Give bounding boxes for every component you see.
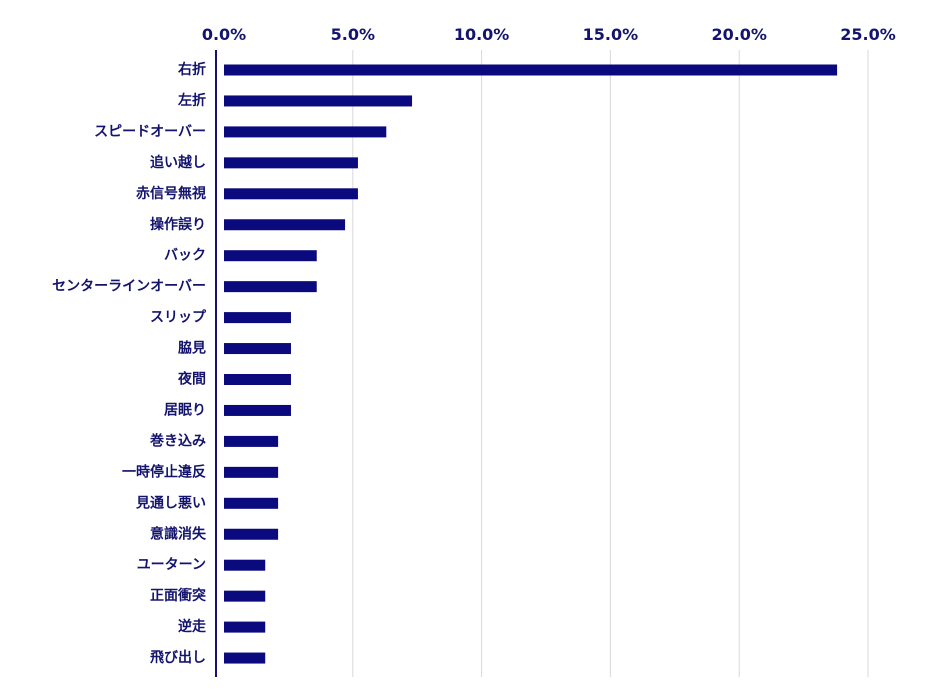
- category-label: スリップ: [150, 310, 207, 326]
- category-label: 飛び出し: [149, 649, 206, 666]
- category-label: 右折: [177, 61, 206, 78]
- category-label: 追い越し: [150, 154, 206, 171]
- category-label: 正面衝突: [150, 587, 206, 604]
- category-label: ユーターン: [137, 557, 206, 573]
- category-label: 居眠り: [164, 402, 206, 418]
- bar: [224, 219, 346, 231]
- bar: [224, 559, 266, 571]
- category-label: センターラインオーバー: [52, 279, 206, 295]
- x-tick-label: 15.0%: [583, 25, 639, 44]
- x-axis-ticks: 0.0% 5.0% 10.0% 15.0% 20.0% 25.0%: [202, 25, 896, 44]
- category-label: 左折: [177, 92, 206, 109]
- bar: [224, 374, 291, 385]
- x-tick-label: 5.0%: [331, 25, 375, 44]
- bar: [224, 343, 291, 355]
- category-label: スピードオーバー: [94, 124, 206, 140]
- bar: [224, 590, 266, 602]
- category-label: 一時停止違反: [122, 463, 206, 480]
- bar: [224, 95, 413, 107]
- category-label: 逆走: [178, 618, 207, 635]
- category-label: 見通し悪い: [135, 495, 206, 511]
- x-tick-label: 0.0%: [202, 25, 246, 44]
- bar: [224, 652, 266, 664]
- category-label: 脇見: [178, 340, 206, 357]
- bar: [224, 528, 279, 540]
- bar: [224, 466, 279, 478]
- category-label: 赤信号無視: [136, 185, 206, 202]
- bar: [224, 126, 387, 138]
- bar: [224, 157, 358, 169]
- gridlines: [352, 50, 869, 677]
- bar: [224, 250, 317, 262]
- bar: [224, 621, 266, 633]
- x-tick-label: 10.0%: [454, 25, 510, 44]
- bar: [224, 435, 279, 447]
- category-label: 操作誤り: [150, 216, 206, 233]
- category-label: 巻き込み: [150, 432, 206, 449]
- bar: [224, 64, 838, 76]
- bar: [224, 497, 279, 509]
- bar: [224, 312, 291, 324]
- category-label: バック: [164, 248, 206, 264]
- category-label: 意識消失: [150, 525, 207, 542]
- bar: [224, 188, 358, 200]
- bars: [224, 64, 838, 664]
- bar: [224, 404, 291, 416]
- category-label: 夜間: [177, 371, 206, 388]
- x-tick-label: 25.0%: [840, 25, 896, 44]
- x-tick-label: 20.0%: [711, 25, 767, 44]
- bar: [224, 281, 317, 293]
- category-labels: 右折左折スピードオーバー追い越し赤信号無視操作誤りバックセンターラインオーバース…: [52, 61, 207, 666]
